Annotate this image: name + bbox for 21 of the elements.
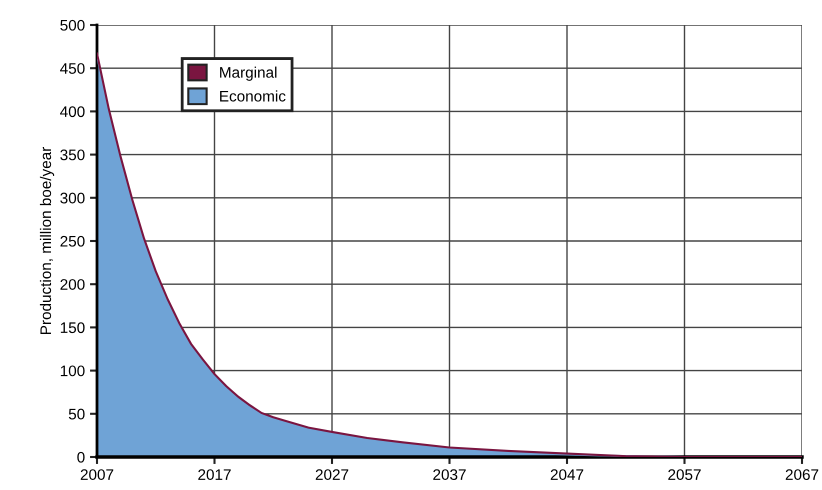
y-tick-label: 150 <box>60 322 85 334</box>
x-tick-label: 2037 <box>433 469 466 480</box>
x-tick-label: 2057 <box>668 469 701 480</box>
legend-label: Economic <box>220 90 286 102</box>
y-axis-title: Production, million boe/year <box>40 146 54 334</box>
x-tick-label: 2027 <box>316 469 348 480</box>
y-tick-label: 250 <box>60 236 85 247</box>
y-tick-label: 350 <box>60 149 85 160</box>
x-tick-label: 2067 <box>786 469 818 480</box>
y-tick-label: 200 <box>60 279 85 290</box>
y-tick-label: 400 <box>60 106 85 118</box>
y-tick-label: 450 <box>60 63 85 74</box>
x-tick-label: 2007 <box>80 469 114 480</box>
x-tick-label: 2047 <box>550 469 584 480</box>
x-tick-label: 2017 <box>198 469 231 480</box>
y-tick-label: 100 <box>60 365 85 376</box>
y-tick-label: 0 <box>77 452 85 463</box>
y-tick-label: 300 <box>60 192 85 204</box>
y-tick-label: 50 <box>68 408 85 420</box>
legend-label: Marginal <box>220 66 276 81</box>
y-tick-label: 500 <box>60 20 85 31</box>
